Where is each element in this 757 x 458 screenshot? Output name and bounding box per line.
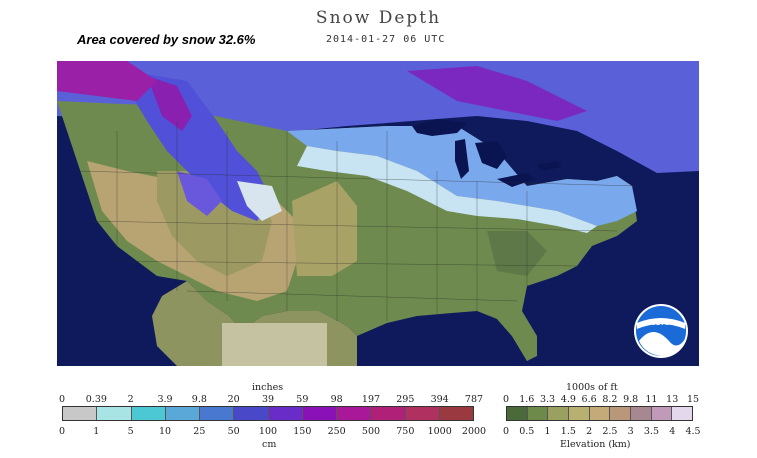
elevation-legend-km-label: 4 [669,426,676,437]
elevation-colorbar [506,406,693,421]
elevation-legend-feet-label: 9.8 [623,394,639,405]
snow-legend-cm-label: 5 [127,426,134,437]
snow-legend-inches-label: 295 [396,394,415,405]
map-title: Snow Depth [315,8,442,28]
elevation-legend-unit-top: 1000s of ft [566,382,618,393]
elevation-legend-km-label: 0 [502,426,510,437]
elevation-legend-feet-label: 0 [502,394,510,405]
snow-legend-inches-label: 394 [430,394,449,405]
snow-legend-cm-label: 750 [396,426,415,437]
elevation-legend-swatch [651,407,673,420]
elevation-legend-km-label: 2.5 [602,426,618,437]
snow-legend-inches-label: 3.9 [157,394,173,405]
florida [497,311,535,361]
appalachian-highlands [487,231,547,276]
mexico-nodata-area [222,323,327,366]
snow-legend-inches-label: 0 [58,394,66,405]
elevation-legend-swatch [672,407,693,420]
elevation-legend-unit-bottom: Elevation (km) [560,439,631,450]
snow-legend-swatch [371,407,406,420]
elevation-legend-swatch [507,407,528,420]
light-snow-edge [297,146,597,233]
great-plains [292,181,357,276]
snow-legend-inches-label: 59 [296,394,309,405]
snow-legend-cm-label: 2000 [461,426,487,437]
snow-depth-colorbar [62,406,474,421]
snow-legend-cm-label: 50 [227,426,240,437]
colorado-snow [177,171,222,216]
snow-legend-swatch [439,407,473,420]
elevation-legend-km-label: 4.5 [685,426,701,437]
snow-legend-cm-label: 10 [158,426,172,437]
elevation-legend-swatch [569,407,590,420]
snow-legend-swatch [131,407,166,420]
snow-legend-inches-label: 98 [330,394,343,405]
snow-legend-inches-label: 197 [361,394,381,405]
snow-depth-map: NOAA [57,61,699,366]
snow-legend-cm-label: 0 [58,426,66,437]
snow-legend-inches-label: 787 [464,394,484,405]
lake-michigan [455,139,469,179]
snow-legend-cm-label: 100 [258,426,278,437]
lake-huron [475,141,507,169]
elevation-legend-feet-label: 13 [666,394,679,405]
noaa-logo-text: NOAA [649,318,673,327]
elevation-legend-km-label: 2 [586,426,593,437]
snow-legend-swatch [165,407,200,420]
elevation-legend-feet-label: 4.9 [560,394,576,405]
elevation-legend-swatch [548,407,570,420]
elevation-legend-km-label: 3.5 [643,426,659,437]
map-datetime: 2014-01-27 06 UTC [326,34,446,45]
snow-legend-cm-label: 500 [361,426,381,437]
state-boundaries [76,121,638,321]
snow-legend-cm-label: 25 [193,426,206,437]
snow-legend-unit-bottom: cm [262,439,277,450]
elevation-legend-feet-label: 8.2 [602,394,618,405]
elevation-legend-km-label: 1.5 [560,426,576,437]
elevation-legend-feet-label: 6.6 [581,394,597,405]
lake-ontario [537,161,562,171]
snow-legend-cm-label: 1 [93,426,100,437]
snow-legend-swatch [405,407,440,420]
snow-legend-inches-label: 2 [127,394,134,405]
deep-snow-area [147,76,192,131]
snow-legend-inches-label: 9.8 [191,394,207,405]
snow-legend-swatch [63,407,98,420]
snow-legend-swatch [234,407,269,420]
snow-legend-cm-label: 1000 [427,426,452,437]
elevation-legend-feet-label: 3.3 [539,394,556,405]
elevation-legend-swatch [527,407,549,420]
elevation-legend-km-label: 0.5 [519,426,535,437]
lake-erie [497,173,535,187]
elevation-legend-feet-label: 11 [645,394,658,405]
snow-legend-swatch [337,407,372,420]
snow-legend-cm-label: 250 [327,426,346,437]
snow-legend-swatch [302,407,337,420]
snow-legend-inches-label: 20 [227,394,240,405]
elevation-legend-swatch [610,407,632,420]
light-snow-patch [237,181,282,221]
bc-deep-snow [57,61,157,101]
elevation-legend-feet-label: 15 [686,394,700,405]
snow-legend-swatch [97,407,132,420]
elevation-legend-swatch [631,407,652,420]
elevation-legend-km-label: 1 [544,426,551,437]
elevation-legend-km-label: 3 [627,426,634,437]
snow-legend-inches-label: 39 [261,394,275,405]
quebec-deep-snow [407,66,587,121]
snow-legend-swatch [268,407,303,420]
lake-superior [412,119,467,136]
snow-legend-cm-label: 150 [293,426,312,437]
elevation-legend-swatch [589,407,611,420]
snow-coverage-label: Area covered by snow 32.6% [77,32,256,47]
noaa-logo: NOAA [634,304,688,358]
snow-legend-inches-label: 0.39 [85,394,107,405]
elevation-legend-feet-label: 1.6 [519,394,535,405]
snow-legend-swatch [200,407,235,420]
snow-legend-unit-top: inches [252,382,284,393]
